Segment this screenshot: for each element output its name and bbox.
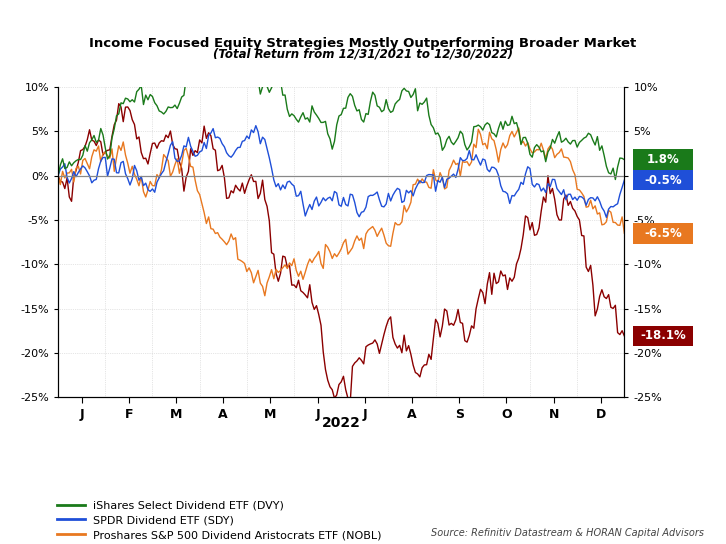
Text: 1.8%: 1.8% xyxy=(646,153,680,166)
Text: 2022: 2022 xyxy=(322,416,361,430)
Text: -18.1%: -18.1% xyxy=(640,330,686,343)
Text: Source: Refinitiv Datastream & HORAN Capital Advisors: Source: Refinitiv Datastream & HORAN Cap… xyxy=(431,528,704,538)
Text: Income Focused Equity Strategies Mostly Outperforming Broader Market: Income Focused Equity Strategies Mostly … xyxy=(89,37,637,50)
Text: -6.5%: -6.5% xyxy=(644,227,682,240)
Legend: iShares Select Dividend ETF (DVY), SPDR Dividend ETF (SDY), Proshares S&P 500 Di: iShares Select Dividend ETF (DVY), SPDR … xyxy=(52,496,386,544)
Text: -0.5%: -0.5% xyxy=(644,174,682,187)
Text: (Total Return from 12/31/2021 to 12/30/2022): (Total Return from 12/31/2021 to 12/30/2… xyxy=(213,48,513,61)
